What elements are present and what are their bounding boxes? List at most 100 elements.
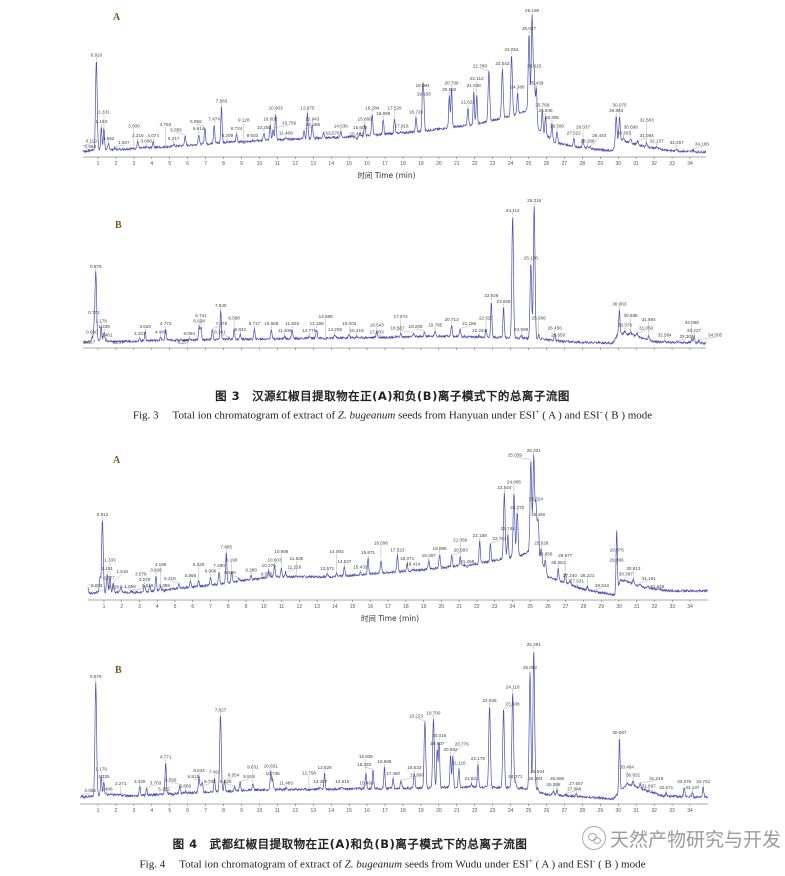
peak-label: 31.084 [640,133,654,138]
peak-label: 0.069 [85,144,97,149]
x-tick-label: 12 [297,604,303,610]
peak-label: 31.181 [642,576,656,581]
peak-label: 24.118 [506,685,520,690]
peak-label: 15.866 [358,116,372,121]
x-tick-label: 5 [168,808,171,814]
x-tick-label: 17 [382,161,388,167]
peak-label: 8.605 [224,570,236,575]
peak-leader-line [400,777,418,781]
x-tick-label: 24 [510,604,516,610]
peak-leader-line [565,791,575,794]
peak-leader-line [357,784,367,788]
x-tick-label: 28 [580,161,586,167]
peak-leader-line [640,780,657,784]
peak-label: 10.658 [264,321,278,326]
peak-label: 8.932 [235,327,247,332]
peak-label: 21.186 [462,321,476,326]
peak-label: 22.244 [472,328,486,333]
x-tick-label: 22 [472,808,478,814]
peak-label: 13.188 [310,321,324,326]
peak-label: 19.700 [426,710,440,715]
x-tick-label: 20 [439,604,445,610]
peak-label: 18.633 [407,765,421,770]
peak-leader-line [140,576,150,585]
peak-leader-line [99,577,110,581]
peak-label: 18.414 [406,562,420,567]
peak-leader-line [376,334,386,337]
peak-label: 12.675 [300,105,314,110]
peak-label: 23.741 [501,526,515,531]
peak-label: 9.631 [247,765,259,770]
peak-leader-line [200,783,210,787]
x-tick-label: 21 [454,808,460,814]
x-tick-label: 6 [191,604,194,610]
peak-label: 14.537 [337,559,351,564]
peak-label: 31.697 [642,783,656,788]
x-tick-label: 11 [275,808,280,814]
peak-leader-line [637,330,647,333]
peak-label: 6.638 [193,318,205,323]
peak-leader-line [460,325,470,329]
peak-label: 24.271 [508,774,522,779]
peak-leader-line [113,573,123,582]
peak-label: 25.628 [534,540,548,545]
x-tick-label: 33 [669,604,675,610]
peak-label: 27.631 [570,579,584,584]
caption-text: ( A ) and ESI [542,409,600,422]
peak-label: 1.488 [101,786,113,791]
fig4-panel-a: 1 2 3 4 5 6 7 8 9 10 11 12 13 14 15 16 17 18 19 20 21 22 23 24 2… [0,440,785,630]
x-tick-label: 9 [245,604,248,610]
panel-label: A [113,455,121,466]
peak-label: 26.456 [548,325,562,330]
peak-label: 25.383 [528,776,542,781]
peak-label: 4.753 [160,122,172,127]
peak-label: 3.216 [132,133,144,138]
figure-4-caption-en: Fig. 4 Total ion chromatogram of extract … [0,857,785,871]
x-tick-label: 24 [508,161,514,167]
x-tick-label: 23 [490,808,496,814]
peak-label: 0.066 [84,788,96,793]
peak-label: 11.468 [279,130,293,135]
peak-label: 24.085 [507,479,521,484]
peak-label: 0.771 [88,310,100,315]
peak-label: 8.625 [220,779,232,784]
peak-label: 12.943 [305,116,319,121]
peak-leader-line [415,718,425,721]
peak-label: 5.218 [164,576,176,581]
peak-leader-line [692,146,703,149]
peak-label: 25.291 [527,642,541,647]
peak-label: 32.671 [659,785,673,790]
x-tick-label: 33 [669,808,675,814]
x-tick-label: 25 [526,808,532,814]
fig-number: Fig. 3 [132,409,159,422]
peak-label: 21.821 [464,776,478,781]
x-tick-label: 27 [563,604,569,610]
peak-leader-line [648,585,658,590]
peak-label: 33.257 [670,140,684,145]
peak-label: 26.977 [558,553,572,558]
peak-label: 32.137 [650,139,664,144]
fig3-chart-a: 1 2 3 4 5 6 7 8 9 10 11 12 13 14 15 16 17 18 19 20 21 22 23 24 2… [81,8,709,180]
peak-leader-line [80,340,90,345]
peak-label: 27.522 [567,130,581,135]
peak-label: 22.789 [473,64,487,69]
peak-label: 7.840 [215,303,227,308]
peak-label: 25.949 [539,108,553,113]
peak-label: 1.333 [104,558,116,563]
peak-leader-line [146,784,156,788]
peak-label: 13.576 [326,130,340,135]
peak-label: 1.325 [98,774,110,779]
peak-label: 1.592 [103,136,115,141]
peak-label: 11.406 [278,328,292,333]
peak-label: 14.536 [334,123,348,128]
x-tick-label: 14 [328,808,334,814]
peak-leader-line [257,576,267,579]
peak-label: 34.227 [687,328,701,333]
watermark: 天然产物研究与开发 [582,824,781,852]
peak-label: 19.287 [422,553,436,558]
peak-label: 4.074 [147,133,159,138]
peak-label: 25.027 [522,26,536,31]
peak-label: 34.098 [685,320,699,325]
x-tick-label: 11 [279,604,284,610]
peak-label: 23.608 [497,299,511,304]
